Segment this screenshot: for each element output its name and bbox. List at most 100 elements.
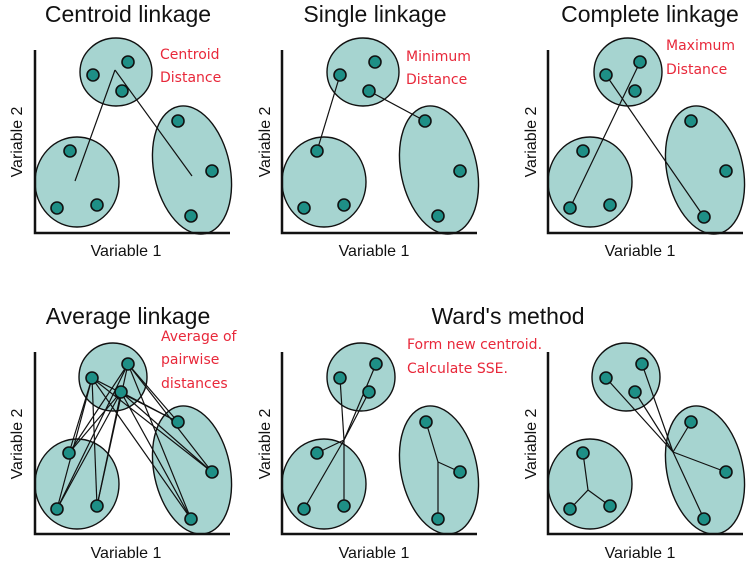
link-line — [605, 74, 705, 218]
cluster-lower-left — [281, 136, 367, 228]
panel-average-linkage: Average linkage Variable 1 Variable 2 — [9, 303, 238, 562]
data-point — [576, 144, 590, 158]
data-point — [310, 446, 324, 460]
axes — [280, 352, 477, 536]
data-point — [563, 201, 577, 215]
annotation-line: pairwise — [161, 352, 219, 368]
data-point — [362, 385, 376, 399]
cluster-lower-left — [281, 438, 367, 530]
data-point — [368, 55, 382, 69]
data-point — [85, 371, 99, 385]
y-axis-label: Variable 2 — [523, 106, 540, 177]
data-point — [719, 465, 733, 479]
data-point — [333, 68, 347, 82]
data-point — [431, 512, 445, 526]
data-point — [337, 198, 351, 212]
y-axis-label: Variable 2 — [9, 408, 26, 479]
data-point — [63, 144, 77, 158]
annotation-line: Distance — [160, 70, 221, 86]
x-axis-label: Variable 1 — [91, 243, 162, 260]
annotation-line: Distance — [406, 72, 467, 88]
annotation-line: Minimum — [406, 49, 471, 65]
y-axis-label: Variable 2 — [9, 106, 26, 177]
centroid-links — [569, 363, 727, 520]
data-point — [697, 210, 711, 224]
data-point — [115, 84, 129, 98]
data-point — [418, 114, 432, 128]
data-point — [697, 512, 711, 526]
link-line — [569, 61, 641, 209]
annotation-line: Centroid — [160, 47, 220, 63]
annotation-line: Average of — [161, 329, 238, 345]
cluster-lower-left — [34, 136, 120, 228]
panel-title: Ward's method — [431, 303, 584, 329]
y-axis-label: Variable 2 — [257, 106, 274, 177]
data-point — [633, 55, 647, 69]
link-line — [316, 74, 341, 152]
annotation-line: Calculate SSE. — [407, 361, 508, 377]
data-point — [362, 84, 376, 98]
axes — [33, 352, 230, 536]
data-point — [369, 357, 383, 371]
data-point — [599, 371, 613, 385]
data-point — [719, 164, 733, 178]
link-line — [368, 90, 426, 122]
panel-title: Centroid linkage — [45, 1, 211, 27]
data-point — [171, 415, 185, 429]
data-point — [62, 446, 76, 460]
data-point — [599, 68, 613, 82]
data-point — [50, 502, 64, 516]
data-point — [50, 201, 64, 215]
x-axis-label: Variable 1 — [91, 545, 162, 562]
annotation-line: distances — [161, 376, 228, 392]
pairwise-links — [56, 363, 213, 520]
data-point — [684, 114, 698, 128]
x-axis-label: Variable 1 — [339, 545, 410, 562]
data-point — [297, 502, 311, 516]
data-point — [337, 499, 351, 513]
cluster-lower-left — [547, 136, 633, 228]
data-point — [121, 357, 135, 371]
data-point — [114, 385, 128, 399]
x-axis-label: Variable 1 — [605, 243, 676, 260]
data-point — [419, 415, 433, 429]
data-point — [90, 499, 104, 513]
cluster-upper — [326, 37, 400, 107]
data-point — [297, 201, 311, 215]
data-point — [121, 55, 135, 69]
data-point — [603, 499, 617, 513]
axes — [33, 50, 230, 235]
panel-complete-linkage: Complete linkage Variable 1 Variable 2 M… — [523, 1, 746, 260]
data-point — [333, 371, 347, 385]
annotation-line: Maximum — [666, 38, 735, 54]
data-point — [205, 164, 219, 178]
data-point — [184, 512, 198, 526]
data-point — [86, 68, 100, 82]
panel-title: Single linkage — [303, 1, 446, 27]
cluster-lower-left — [547, 438, 633, 530]
x-axis-label: Variable 1 — [339, 243, 410, 260]
panel-centroid-linkage: Centroid linkage Variable 1 Variable 2 C… — [9, 1, 233, 260]
data-point — [205, 465, 219, 479]
data-point — [576, 446, 590, 460]
cluster-lower-left — [34, 438, 120, 530]
data-point — [453, 465, 467, 479]
panel-single-linkage: Single linkage Variable 1 Variable 2 Min… — [257, 1, 480, 260]
data-point — [603, 198, 617, 212]
y-axis-label: Variable 2 — [257, 408, 274, 479]
y-axis-label: Variable 2 — [523, 408, 540, 479]
data-point — [628, 84, 642, 98]
data-point — [635, 357, 649, 371]
data-point — [171, 114, 185, 128]
axes — [546, 352, 743, 536]
panel-title: Complete linkage — [561, 1, 739, 27]
data-point — [184, 209, 198, 223]
panel-wards-method: Ward's method Variable 1 Variable 2 Form… — [257, 303, 585, 562]
data-point — [453, 164, 467, 178]
data-point — [90, 198, 104, 212]
panel-title: Average linkage — [46, 303, 211, 329]
x-axis-label: Variable 1 — [605, 545, 676, 562]
panel-wards-method-alt: Variable 1 Variable 2 — [523, 342, 746, 562]
data-point — [310, 144, 324, 158]
